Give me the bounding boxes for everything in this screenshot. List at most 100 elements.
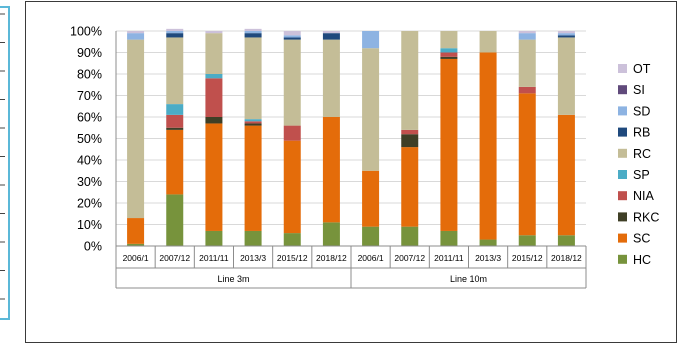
legend-label: RB (633, 126, 650, 140)
bar-segment-hc (518, 235, 536, 246)
legend: OT SI SD RB RC SP NIA RKC SC HC (618, 62, 659, 267)
bar-stack (127, 31, 145, 246)
bar-segment-rb (166, 33, 184, 38)
legend-item-rkc: RKC (618, 210, 659, 224)
bar-segment-rkc (401, 134, 419, 148)
bar-segment-ot (322, 31, 340, 34)
bar-stack (518, 31, 536, 246)
bar-segment-nia (518, 86, 536, 94)
category-labels: 2006/1 2007/12 2011/11 2013/3 2015/12 2018/12… (123, 253, 582, 263)
bar-segment-sc (322, 117, 340, 223)
bar-segment-hc (440, 230, 458, 246)
bar-segment-sp (440, 48, 458, 53)
legend-label: SC (633, 232, 650, 246)
bar-segment-sc (244, 125, 262, 231)
y-tick-label: 20% (77, 197, 102, 211)
bar-segment-ot (283, 31, 301, 36)
bar-segment-sc (205, 123, 223, 231)
legend-label: SI (633, 83, 645, 97)
legend-swatch (618, 170, 627, 179)
legend-swatch (618, 64, 627, 73)
category-label: 2018/12 (316, 253, 347, 263)
category-label: 2011/11 (434, 253, 464, 263)
bar-segment-hc (362, 226, 380, 246)
bar-segment-rc (283, 39, 301, 126)
bar-segment-rb (283, 37, 301, 40)
bar-segment-nia (166, 114, 184, 128)
bar-segment-sd (518, 33, 536, 40)
bar-segment-rkc (205, 117, 223, 124)
group-labels: Line 3m Line 10m (217, 274, 487, 284)
bar-segment-nia (440, 52, 458, 57)
legend-label: SD (633, 104, 650, 118)
bar-stacks (127, 28, 575, 246)
bar-stack (440, 31, 458, 246)
bar-segment-hc (479, 239, 497, 246)
y-tick-label: 30% (77, 175, 102, 189)
legend-swatch (618, 254, 627, 264)
legend-item-ot: OT (618, 62, 651, 76)
category-label: 2013/3 (240, 253, 266, 263)
bar-segment-nia (283, 125, 301, 141)
legend-swatch (618, 127, 627, 137)
legend-item-sd: SD (618, 104, 650, 118)
bar-segment-hc (127, 243, 145, 246)
category-label: 2006/1 (358, 253, 384, 263)
bar-segment-rc (127, 39, 145, 219)
bar-segment-sp (244, 119, 262, 122)
left-accent-bar (0, 6, 10, 320)
category-label: 2013/3 (475, 253, 501, 263)
bar-segment-hc (322, 222, 340, 246)
y-tick-label: 70% (77, 89, 102, 103)
bar-segment-sd (127, 33, 145, 40)
chart-frame (25, 1, 677, 343)
bar-segment-rb (244, 33, 262, 38)
bar-segment-nia (401, 129, 419, 135)
bar-segment-sc (440, 58, 458, 231)
legend-swatch (618, 191, 627, 201)
legend-swatch (618, 85, 627, 95)
legend-item-nia: NIA (618, 189, 655, 203)
legend-label: HC (633, 253, 651, 267)
bar-segment-sc (401, 147, 419, 227)
category-label: 2011/11 (199, 253, 229, 263)
legend-item-si: SI (618, 83, 645, 97)
bar-segment-hc (244, 230, 262, 246)
axes (115, 31, 587, 289)
legend-swatch (618, 212, 627, 222)
y-axis-tick-labels: 0% 10% 20% 30% 40% 50% 60% 70% 80% 90% 100% (70, 25, 102, 254)
bar-stack (401, 31, 419, 246)
legend-label: SP (633, 168, 650, 182)
bar-segment-sd (362, 31, 380, 49)
bar-segment-ot (244, 28, 262, 31)
group-label: Line 10m (450, 274, 487, 284)
legend-label: RC (633, 147, 651, 161)
bar-segment-hc (283, 233, 301, 246)
bar-segment-sc (557, 114, 575, 236)
left-edge-ticks (0, 13, 5, 300)
bar-segment-sc (283, 140, 301, 234)
y-tick-label: 80% (77, 68, 102, 82)
category-label: 2015/12 (512, 253, 543, 263)
bar-segment-sc (362, 170, 380, 227)
bar-segment-nia (205, 78, 223, 117)
y-tick-label: 60% (77, 111, 102, 125)
y-tick-label: 0% (84, 240, 102, 254)
bar-segment-rc (557, 37, 575, 115)
bar-segment-rc (362, 48, 380, 171)
bar-stack (166, 28, 184, 246)
legend-item-hc: HC (618, 253, 651, 267)
bar-segment-nia (244, 121, 262, 124)
bar-segment-ot (127, 31, 145, 34)
y-tick-label: 100% (70, 25, 102, 39)
legend-item-sc: SC (618, 232, 650, 246)
bar-segment-sd (283, 35, 301, 38)
bar-segment-rkc (244, 123, 262, 126)
y-tick-label: 50% (77, 132, 102, 146)
legend-swatch (618, 233, 627, 243)
bar-segment-rc (479, 31, 497, 53)
legend-item-rc: RC (618, 147, 651, 161)
y-tick-label: 10% (77, 218, 102, 232)
bar-segment-sc (479, 52, 497, 240)
bar-segment-ot (205, 31, 223, 34)
